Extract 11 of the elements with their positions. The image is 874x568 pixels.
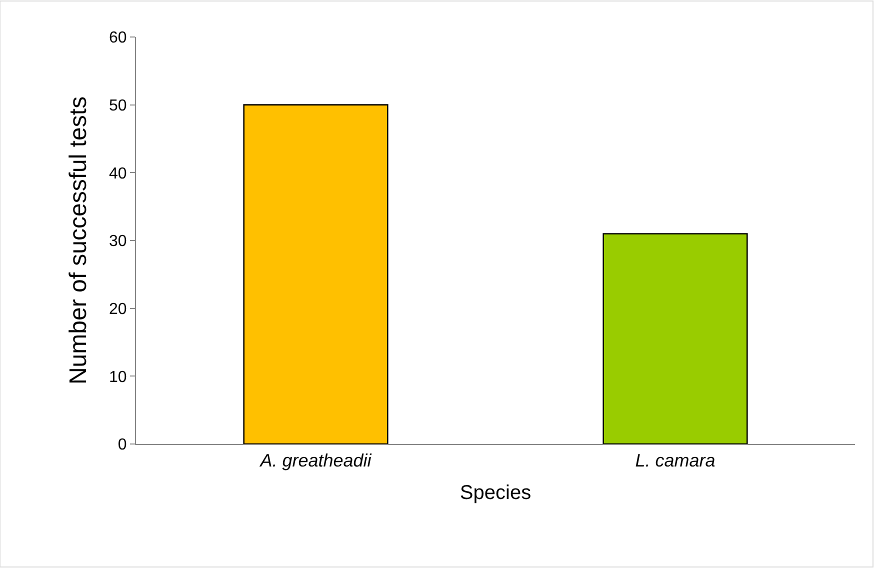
x-tick-label: A. greatheadii bbox=[259, 450, 372, 471]
y-tick-label: 10 bbox=[109, 368, 127, 386]
y-axis-title: Number of successful tests bbox=[65, 96, 92, 385]
y-tick-label: 20 bbox=[109, 300, 127, 318]
y-tick-label: 0 bbox=[118, 436, 127, 454]
y-tick-label: 50 bbox=[109, 97, 127, 114]
y-tick-label: 40 bbox=[109, 165, 127, 182]
y-tick-label: 30 bbox=[109, 233, 127, 250]
x-tick-label: L. camara bbox=[635, 450, 716, 471]
x-axis-title: Species bbox=[460, 482, 532, 504]
y-tick-label: 60 bbox=[109, 30, 127, 47]
